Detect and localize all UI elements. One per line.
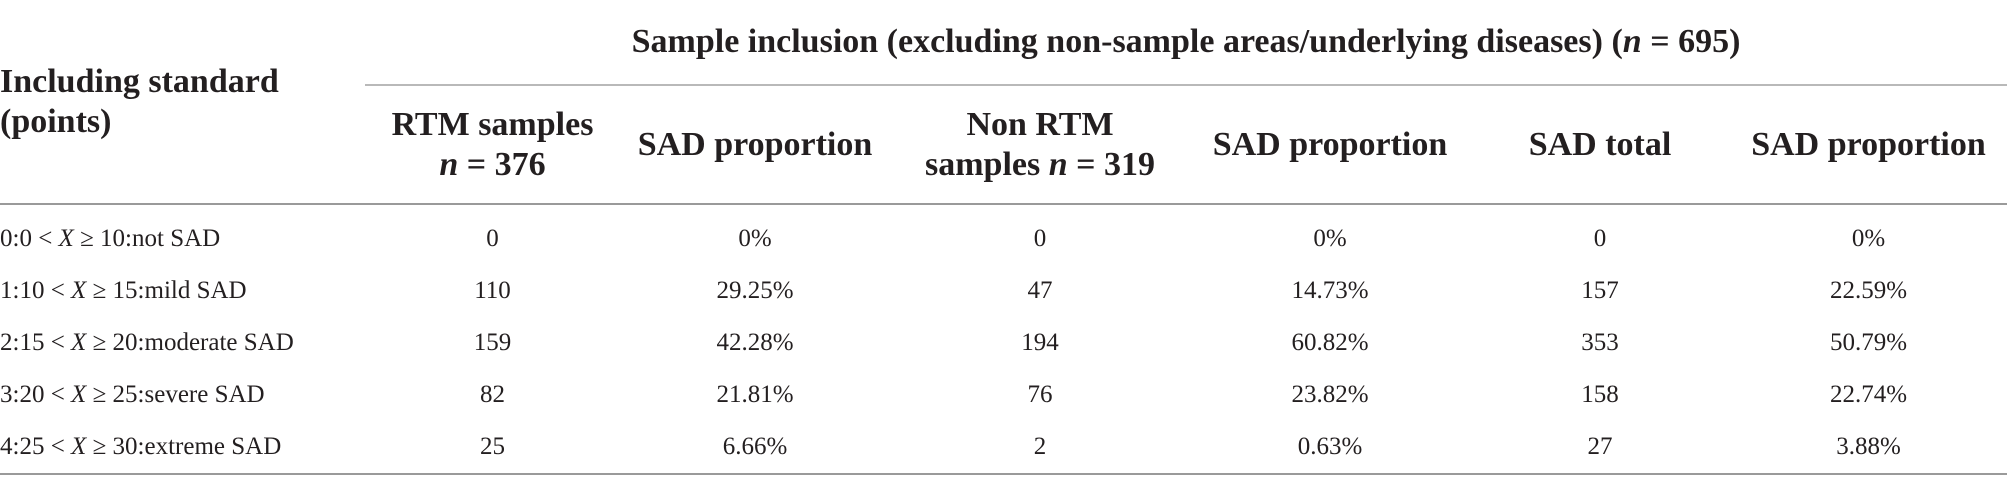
row-label: 0:0 < X ≥ 10:not SAD <box>0 204 365 265</box>
table-cell: 6.66% <box>620 421 890 475</box>
table-cell: 60.82% <box>1291 329 1369 356</box>
table-cell: 22.59% <box>1829 277 1908 304</box>
column-header-sad-proportion-2: SAD proportion <box>1190 85 1470 205</box>
group-header-prefix: Sample inclusion (excluding non-sample a… <box>631 23 1623 60</box>
stub-header: Including standard (points) <box>0 0 365 205</box>
table-cell: 29.25% <box>716 277 794 304</box>
row-label-suffix: ≥ 25:severe SAD <box>86 381 265 408</box>
table-cell: 25 <box>365 421 620 475</box>
row-label: 3:20 < X ≥ 25:severe SAD <box>0 369 365 421</box>
row-label-prefix: 3:20 < <box>0 381 72 408</box>
row-label-var: X <box>71 277 87 304</box>
row-label-var: X <box>71 433 87 460</box>
stub-header-line1: Including standard <box>0 62 279 100</box>
column-header-sad-proportion-1-label: SAD proportion <box>637 125 873 163</box>
column-header-non-rtm-samples: Non RTM samples n = 319 <box>890 85 1190 205</box>
row-label: 4:25 < X ≥ 30:extreme SAD <box>0 421 365 475</box>
table-cell: 42.28% <box>716 329 794 356</box>
column-header-rtm-n-label: n <box>439 145 459 183</box>
column-header-sad-proportion-3: SAD proportion <box>1730 85 2007 205</box>
column-header-non-rtm-line2: samples <box>924 145 1049 183</box>
table-cell: 194 <box>1021 329 1059 356</box>
table-cell: 157 <box>1581 277 1619 304</box>
group-header-n: n <box>1622 23 1642 60</box>
table-cell: 0 <box>1033 225 1047 252</box>
row-label-suffix: ≥ 30:extreme SAD <box>86 433 282 460</box>
row-label-suffix: ≥ 20:moderate SAD <box>86 329 294 356</box>
table-cell: 0 <box>1593 225 1607 252</box>
table-cell: 0% <box>1313 225 1347 252</box>
table-cell: 76 <box>1027 381 1053 408</box>
column-header-sad-proportion-2-label: SAD proportion <box>1212 125 1448 163</box>
table-row: 4:25 < X ≥ 30:extreme SAD 25 6.66% 2 0.6… <box>0 421 2007 475</box>
row-label-var: X <box>71 381 87 408</box>
sad-inclusion-table: Including standard (points) Sample inclu… <box>0 0 2007 475</box>
group-header-suffix: = 695) <box>1641 23 1741 60</box>
column-header-rtm-samples: RTM samples n = 376 <box>365 85 620 205</box>
table-cell: 2 <box>890 421 1190 475</box>
table-row: 1:10 < X ≥ 15:mild SAD 110 29.25% 47 14.… <box>0 265 2007 317</box>
column-header-sad-proportion-1: SAD proportion <box>620 85 890 205</box>
row-label-var: X <box>71 329 87 356</box>
table-cell: 22.74% <box>1829 381 1908 408</box>
column-header-row: RTM samples n = 376 SAD proportion Non R… <box>0 85 2007 205</box>
column-header-rtm-n-value: = 376 <box>458 145 546 183</box>
table-body: 0:0 < X ≥ 10:not SAD 0 0% 0 0% 0 0% 1:10… <box>0 204 2007 475</box>
table-cell: 82 <box>480 381 505 408</box>
row-label-suffix: ≥ 15:mild SAD <box>86 277 247 304</box>
table-row: 2:15 < X ≥ 20:moderate SAD 159 42.28% 19… <box>0 317 2007 369</box>
column-header-sad-total-label: SAD total <box>1528 125 1672 163</box>
stub-header-line2: (points) <box>0 102 112 140</box>
column-header-sad-total: SAD total <box>1470 85 1730 205</box>
column-header-non-rtm-line1: Non RTM <box>966 105 1114 143</box>
row-label: 2:15 < X ≥ 20:moderate SAD <box>0 317 365 369</box>
row-label-prefix: 0:0 < <box>0 225 59 252</box>
table-cell: 0.63% <box>1190 421 1470 475</box>
column-header-rtm-line1: RTM samples <box>391 105 594 143</box>
table-cell: 158 <box>1581 381 1619 408</box>
table-cell: 353 <box>1581 329 1619 356</box>
row-label-prefix: 1:10 < <box>0 277 72 304</box>
row-label-suffix: ≥ 10:not SAD <box>73 225 221 252</box>
table-cell: 47 <box>1027 277 1053 304</box>
table-cell: 27 <box>1470 421 1730 475</box>
table-cell: 3.88% <box>1730 421 2007 475</box>
table-cell: 0 <box>486 225 499 252</box>
table-cell: 21.81% <box>716 381 794 408</box>
table-cell: 50.79% <box>1829 329 1908 356</box>
row-label-prefix: 4:25 < <box>0 433 72 460</box>
group-header-row: Including standard (points) Sample inclu… <box>0 0 2007 205</box>
column-header-sad-proportion-3-label: SAD proportion <box>1751 125 1986 163</box>
column-header-non-rtm-n-value: = 319 <box>1067 145 1156 183</box>
row-label-var: X <box>58 225 74 252</box>
group-header: Sample inclusion (excluding non-sample a… <box>365 0 2007 86</box>
table-cell: 110 <box>474 277 511 304</box>
column-header-non-rtm-n-label: n <box>1048 145 1068 183</box>
table-cell: 14.73% <box>1291 277 1369 304</box>
table-cell: 23.82% <box>1291 381 1369 408</box>
table-row: 3:20 < X ≥ 25:severe SAD 82 21.81% 76 23… <box>0 369 2007 421</box>
table-cell: 159 <box>473 329 512 356</box>
table-row: 0:0 < X ≥ 10:not SAD 0 0% 0 0% 0 0% <box>0 204 2007 265</box>
row-label: 1:10 < X ≥ 15:mild SAD <box>0 265 365 317</box>
table-cell: 0% <box>738 225 772 252</box>
row-label-prefix: 2:15 < <box>0 329 72 356</box>
table-cell: 0% <box>1851 225 1886 252</box>
